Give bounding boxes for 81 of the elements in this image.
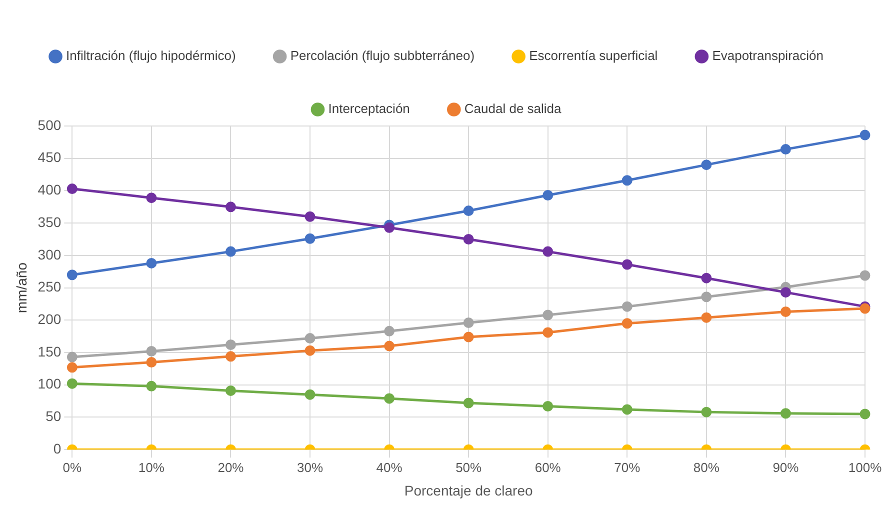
point: [780, 306, 791, 317]
point: [304, 233, 316, 244]
point: [304, 333, 316, 344]
x-axis-title: Porcentaje de clareo: [404, 482, 533, 498]
point: [225, 202, 236, 212]
legend-label: Percolación (flujo subbterráneo): [290, 48, 475, 64]
y-tick-label: 350: [38, 214, 62, 230]
y-tick-label: 400: [38, 182, 62, 198]
legend-label: Escorrentía superficial: [529, 48, 658, 64]
x-tick-label: 10%: [138, 460, 165, 475]
legend-label: Interceptación: [328, 101, 410, 116]
point: [701, 292, 712, 302]
point: [146, 380, 157, 392]
point: [304, 211, 316, 222]
x-tick-label: 50%: [456, 460, 482, 475]
point: [463, 234, 474, 245]
point: [701, 160, 712, 170]
point: [225, 351, 236, 362]
point: [860, 270, 870, 281]
point: [384, 393, 395, 404]
x-tick-label: 30%: [296, 460, 324, 475]
point: [622, 318, 632, 329]
legend-label: Infiltración (flujo hipodérmico): [66, 48, 236, 64]
point: [463, 318, 474, 328]
point: [701, 272, 712, 284]
x-tick-label: 0%: [62, 460, 82, 475]
point: [542, 190, 554, 200]
point: [146, 258, 157, 268]
point: [304, 345, 316, 356]
point: [542, 400, 554, 412]
point: [463, 398, 474, 408]
point: [860, 408, 870, 420]
point: [304, 389, 316, 400]
point: [780, 144, 791, 155]
point: [225, 385, 236, 396]
x-tick-label: 100%: [848, 460, 882, 475]
point: [701, 312, 712, 323]
point: [146, 192, 157, 204]
point: [542, 310, 554, 320]
y-tick-label: 300: [38, 246, 62, 262]
point: [622, 259, 632, 270]
y-tick-label: 200: [38, 311, 62, 328]
point: [463, 206, 474, 216]
point: [384, 326, 395, 336]
point: [66, 362, 78, 373]
point: [860, 130, 870, 140]
point: [66, 184, 78, 194]
point: [384, 340, 395, 352]
point: [66, 378, 78, 389]
point: [225, 340, 236, 350]
x-tick-label: 80%: [693, 460, 720, 475]
point: [780, 287, 791, 298]
point: [225, 246, 236, 257]
y-tick-label: 450: [38, 149, 62, 166]
point: [622, 175, 632, 186]
point: [780, 408, 791, 419]
point: [463, 332, 474, 342]
point: [146, 346, 157, 356]
legend-label: Caudal de salida: [464, 101, 562, 116]
y-tick-label: 100: [38, 376, 62, 392]
x-tick-label: 20%: [218, 460, 244, 475]
legend-label: Evapotranspiración: [712, 48, 824, 64]
x-tick-label: 40%: [376, 460, 403, 475]
x-tick-label: 70%: [614, 460, 641, 475]
point: [622, 404, 632, 415]
point: [542, 327, 554, 338]
y-tick-label: 250: [38, 278, 62, 295]
y-axis-title: mm/año: [13, 262, 30, 314]
x-tick-label: 90%: [772, 460, 800, 475]
point: [542, 246, 554, 257]
x-tick-label: 60%: [534, 460, 562, 475]
y-tick-label: 150: [38, 343, 62, 360]
y-tick-label: 50: [46, 408, 62, 424]
point: [701, 406, 712, 418]
y-tick-label: 0: [53, 440, 62, 456]
point: [66, 352, 78, 362]
point: [66, 270, 78, 280]
point: [622, 301, 632, 312]
y-tick-label: 500: [38, 116, 62, 133]
point: [384, 222, 395, 233]
point: [146, 356, 157, 368]
